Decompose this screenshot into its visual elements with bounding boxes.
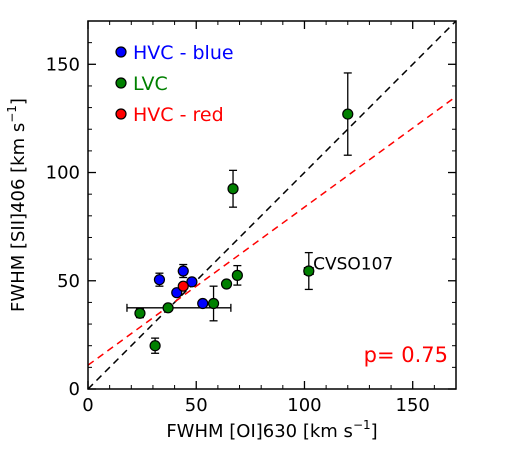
y-tick-label: 50 (57, 271, 80, 292)
data-points (134, 108, 354, 352)
legend-label: HVC - red (133, 104, 224, 126)
data-point (186, 276, 198, 288)
one-to-one-line (88, 21, 456, 389)
data-point (149, 340, 161, 352)
y-tick-labels: 0 50 100 150 (46, 54, 80, 400)
data-point (231, 269, 243, 281)
x-tick-label: 50 (185, 395, 208, 416)
y-tick-label: 0 (69, 379, 80, 400)
legend-label: LVC (133, 73, 168, 95)
data-point (171, 287, 183, 299)
x-tick-labels: 0 50 100 150 (82, 395, 430, 416)
y-tick-label: 100 (46, 163, 80, 184)
x-axis-label: FWHM [OI]630 [km s−1] (166, 418, 377, 442)
axis-ticks (87, 21, 456, 390)
legend-label: HVC - blue (133, 42, 234, 64)
data-point (227, 183, 239, 195)
legend-marker (115, 108, 127, 120)
x-tick-label: 100 (287, 395, 321, 416)
legend: HVC - blue LVC HVC - red (115, 42, 234, 126)
data-point (177, 265, 189, 277)
legend-marker (115, 46, 127, 58)
data-point (220, 278, 233, 290)
fit-line (88, 95, 456, 366)
data-point (134, 307, 146, 319)
data-point (162, 302, 174, 314)
legend-marker (115, 77, 127, 89)
data-point (153, 274, 166, 286)
x-tick-label: 0 (82, 395, 93, 416)
x-tick-label: 150 (396, 395, 430, 416)
reference-lines (88, 21, 456, 389)
y-tick-label: 150 (46, 54, 80, 75)
plot-frame (87, 20, 457, 390)
data-point (177, 280, 189, 292)
data-point (207, 297, 220, 310)
y-axis-label: FWHM [SII]406 [km s−1] (5, 98, 29, 312)
data-point (197, 297, 209, 310)
annotation-cvso107: CVSO107 (313, 254, 393, 274)
data-point (303, 265, 315, 277)
p-value-label: p= 0.75 (364, 343, 448, 367)
data-point (342, 108, 354, 120)
